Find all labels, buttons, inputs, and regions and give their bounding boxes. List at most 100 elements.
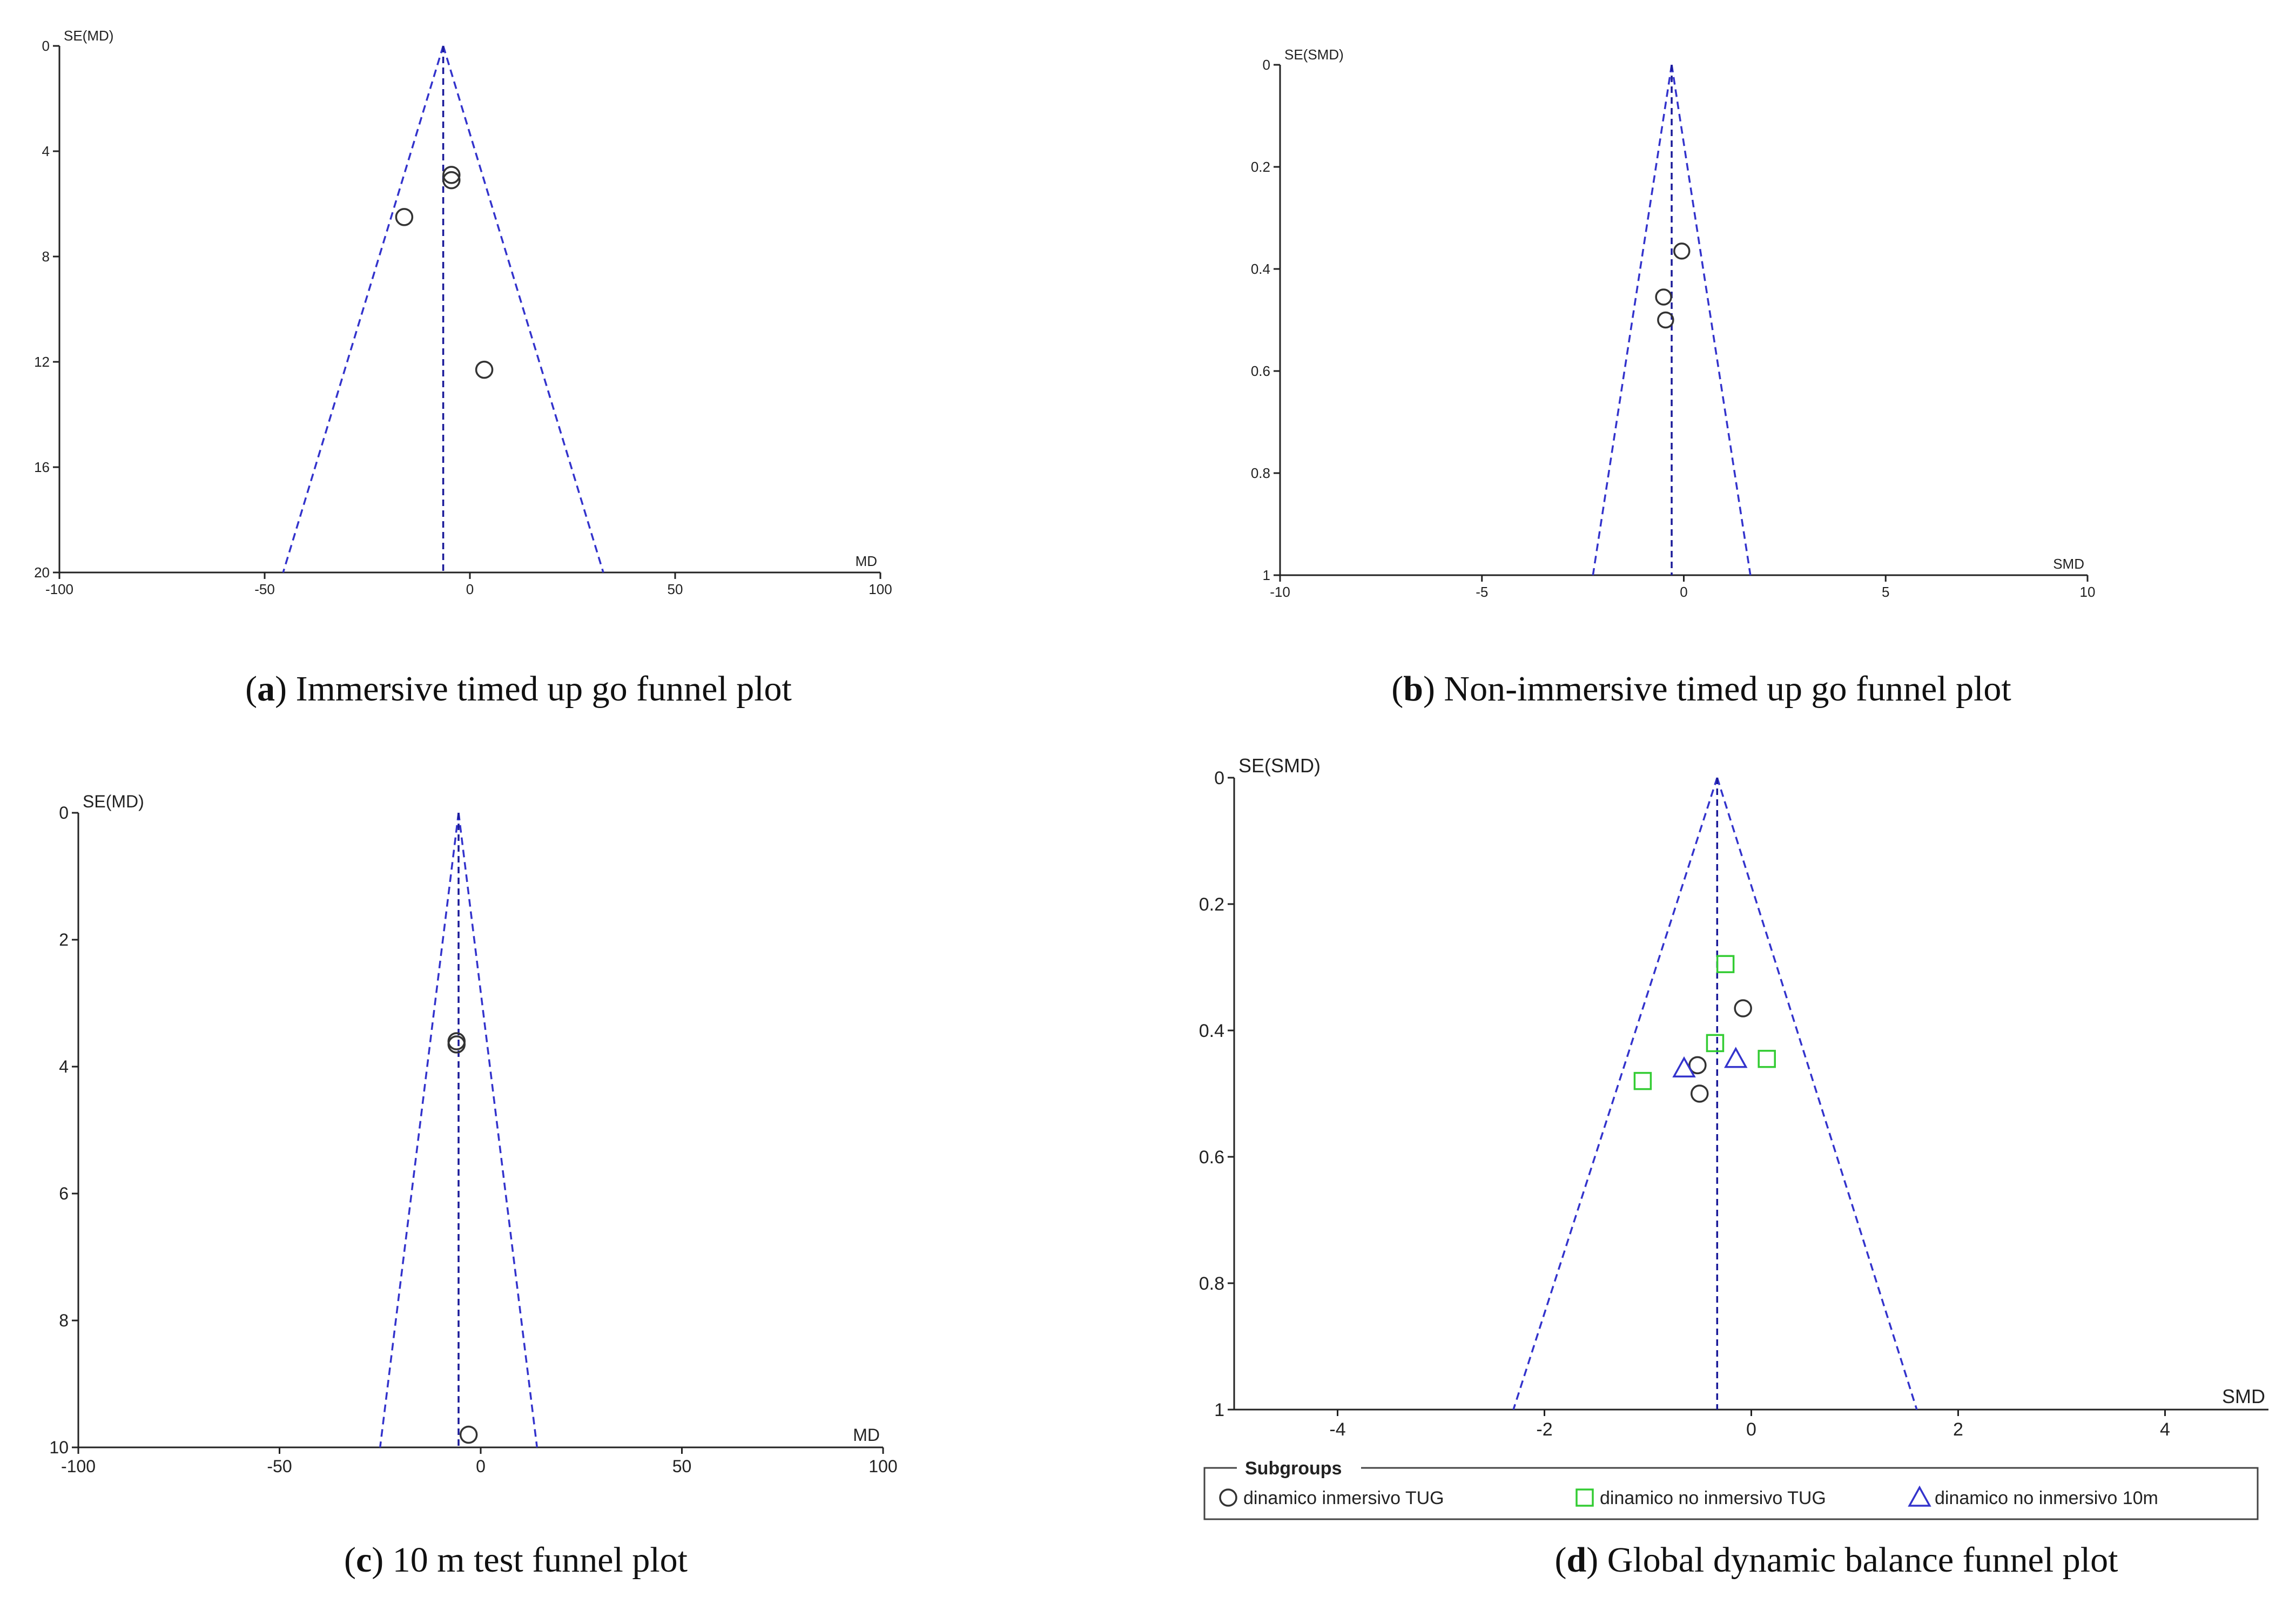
- panel-label: d: [1567, 1540, 1587, 1580]
- y-tick-label: 6: [59, 1184, 69, 1203]
- data-point-triangle: [1672, 1056, 1696, 1077]
- x-tick-label: -2: [1536, 1419, 1552, 1440]
- data-point-square: [1633, 1071, 1652, 1090]
- legend-marker-circle: [1219, 1488, 1237, 1507]
- funnel-right-boundary: [442, 45, 604, 573]
- funnel-plot-b: 0 0.2 0.4 0.6 0.8 1-10 -5 0 5 10 SE(SMD) SMD (b) Non…: [1251, 46, 2096, 709]
- x-axis-title: MD: [856, 553, 877, 569]
- y-tick-label: 0.8: [1251, 465, 1270, 481]
- y-axis-title: SE(SMD): [1284, 46, 1344, 63]
- x-axis-title: MD: [853, 1425, 880, 1445]
- data-point: [447, 1035, 466, 1054]
- funnel-plot-c: 0 2 4 6 8 10-100 -50 0 50 100 SE(MD) MD (c) 10 m tes…: [49, 792, 897, 1580]
- data-point-square: [1716, 955, 1735, 973]
- y-tick-label: 1: [1263, 567, 1270, 583]
- y-tick-label: 0: [1214, 768, 1224, 788]
- caption-text: Immersive timed up go funnel plot: [296, 669, 792, 709]
- y-tick-label: 4: [59, 1057, 69, 1076]
- x-tick-label: -50: [267, 1457, 292, 1476]
- x-tick-label: 5: [1882, 584, 1889, 600]
- y-tick-label: 10: [49, 1438, 69, 1457]
- y-tick-label: 20: [34, 564, 50, 581]
- data-point-circle: [1734, 999, 1752, 1017]
- x-tick-label: 10: [2080, 584, 2096, 600]
- funnel-right-boundary: [1716, 777, 1918, 1410]
- y-tick-label: 0.6: [1251, 363, 1270, 379]
- legend-item-label: dinamico no inmersivo TUG: [1600, 1488, 1826, 1508]
- y-tick-label: 8: [59, 1311, 69, 1330]
- panel-caption: (c) 10 m test funnel plot: [344, 1540, 688, 1580]
- x-tick-label: 100: [868, 1457, 897, 1476]
- caption-text: Non-immersive timed up go funnel plot: [1444, 669, 2011, 709]
- legend-item-label: dinamico no inmersivo 10m: [1935, 1488, 2158, 1508]
- legend-marker-square: [1575, 1488, 1594, 1507]
- data-point-triangle: [1724, 1047, 1748, 1068]
- data-point-circle: [1688, 1056, 1707, 1075]
- y-tick-label: 0.8: [1199, 1273, 1224, 1294]
- y-tick-label: 0.2: [1199, 894, 1224, 915]
- x-axis-title: SMD: [2053, 556, 2084, 572]
- caption-text: Global dynamic balance funnel plot: [1607, 1540, 2118, 1580]
- data-point: [1673, 242, 1691, 260]
- x-tick-label: 50: [668, 581, 683, 597]
- funnel-left-boundary: [1512, 777, 1718, 1410]
- data-point: [395, 208, 414, 226]
- y-tick-label: 0.4: [1199, 1021, 1224, 1041]
- y-tick-label: 2: [59, 930, 69, 949]
- x-tick-label: 0: [476, 1457, 486, 1476]
- legend-box: Subgroups dinamico inmersivo TUG dinamico …: [1203, 1458, 2259, 1520]
- legend-marker-triangle: [1908, 1485, 1931, 1507]
- x-tick-label: -100: [61, 1457, 96, 1476]
- data-point: [1655, 288, 1672, 306]
- y-tick-label: 0: [59, 803, 69, 823]
- x-axis-title: SMD: [2222, 1385, 2265, 1407]
- funnel-right-boundary: [457, 812, 538, 1448]
- y-tick-label: 0: [42, 38, 50, 54]
- y-tick-label: 0.4: [1251, 261, 1270, 277]
- panel-caption: (b) Non-immersive timed up go funnel plo…: [1391, 669, 2011, 709]
- funnel-left-boundary: [379, 812, 460, 1448]
- y-axis-title: SE(MD): [64, 28, 113, 44]
- x-tick-label: 0: [1746, 1419, 1756, 1440]
- y-tick-label: 12: [34, 354, 50, 370]
- x-tick-label: -100: [45, 581, 73, 597]
- panel-label: b: [1403, 669, 1423, 709]
- y-tick-label: 4: [42, 143, 50, 159]
- y-tick-label: 1: [1214, 1400, 1224, 1420]
- x-tick-label: 0: [1680, 584, 1687, 600]
- x-tick-label: 50: [672, 1457, 692, 1476]
- x-tick-label: -50: [254, 581, 275, 597]
- legend-border: [1203, 1467, 2259, 1520]
- y-tick-label: 8: [42, 248, 50, 265]
- x-tick-label: 0: [466, 581, 474, 597]
- y-tick-label: 0.2: [1251, 159, 1270, 175]
- legend-item-label: dinamico inmersivo TUG: [1243, 1488, 1444, 1508]
- panel-label: c: [356, 1540, 372, 1580]
- y-tick-label: 16: [34, 459, 50, 475]
- data-point-square: [1706, 1034, 1725, 1053]
- x-tick-label: -10: [1270, 584, 1290, 600]
- y-axis-title: SE(MD): [83, 792, 144, 811]
- data-point-circle: [1691, 1084, 1709, 1103]
- funnel-left-boundary: [282, 45, 445, 573]
- panel-label: a: [257, 669, 275, 709]
- legend-title: Subgroups: [1245, 1458, 1342, 1479]
- x-tick-label: -5: [1476, 584, 1488, 600]
- panel-caption: (d) Global dynamic balance funnel plot: [1555, 1540, 2118, 1580]
- funnel-plot-d: 0 0.2 0.4 0.6 0.8 1 -4 -2 0 2 4 SE(SMD) SMD Subgroups…: [1199, 754, 2268, 1580]
- x-tick-label: 100: [868, 581, 892, 597]
- funnel-left-boundary: [1592, 64, 1673, 576]
- x-tick-label: 2: [1953, 1419, 1963, 1440]
- y-tick-label: 0.6: [1199, 1147, 1224, 1168]
- funnel-right-boundary: [1671, 64, 1752, 576]
- y-axis-title: SE(SMD): [1238, 754, 1321, 777]
- data-point: [442, 171, 461, 190]
- funnel-plot-a: 0 4 8 12 16 20-100 -50 0 50 100 SE(MD) MD (a) Immers…: [34, 28, 892, 709]
- data-point-square: [1758, 1049, 1776, 1068]
- y-tick-label: 0: [1263, 57, 1270, 73]
- data-point: [442, 166, 461, 184]
- x-tick-label: 4: [2160, 1419, 2170, 1440]
- panel-caption: (a) Immersive timed up go funnel plot: [245, 669, 792, 709]
- data-point: [475, 360, 494, 379]
